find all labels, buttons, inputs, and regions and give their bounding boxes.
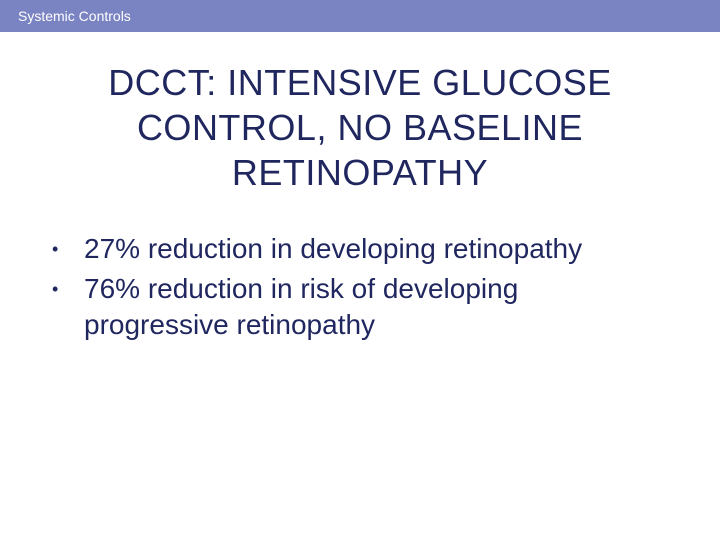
- slide-content-area: • 27% reduction in developing retinopath…: [0, 207, 720, 343]
- slide-header-bar: Systemic Controls: [0, 0, 720, 32]
- bullet-icon: •: [50, 231, 84, 267]
- bullet-text: 27% reduction in developing retinopathy: [84, 231, 582, 267]
- list-item: • 76% reduction in risk of developing pr…: [50, 271, 670, 343]
- slide-header-label: Systemic Controls: [18, 8, 131, 24]
- bullet-text: 76% reduction in risk of developing prog…: [84, 271, 670, 343]
- list-item: • 27% reduction in developing retinopath…: [50, 231, 670, 267]
- slide-title: DCCT: INTENSIVE GLUCOSE CONTROL, NO BASE…: [60, 60, 660, 195]
- bullet-list: • 27% reduction in developing retinopath…: [50, 231, 670, 343]
- slide-title-area: DCCT: INTENSIVE GLUCOSE CONTROL, NO BASE…: [0, 32, 720, 207]
- bullet-icon: •: [50, 271, 84, 307]
